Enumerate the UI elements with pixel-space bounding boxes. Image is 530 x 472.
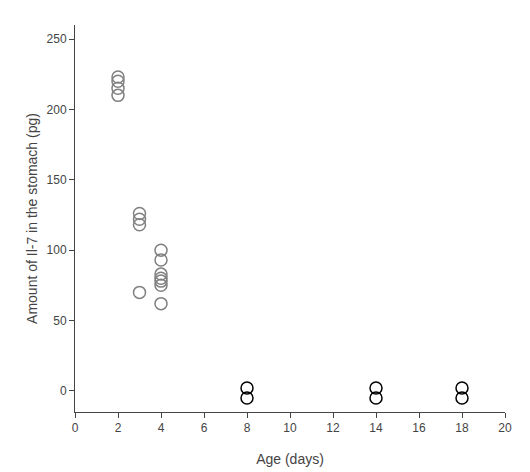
svg-text:0: 0 bbox=[60, 384, 67, 398]
svg-text:100: 100 bbox=[47, 243, 67, 257]
svg-text:Age (days): Age (days) bbox=[256, 451, 324, 467]
svg-text:12: 12 bbox=[326, 421, 340, 435]
svg-text:200: 200 bbox=[47, 103, 67, 117]
svg-text:0: 0 bbox=[72, 421, 79, 435]
svg-text:150: 150 bbox=[47, 173, 67, 187]
svg-text:2: 2 bbox=[115, 421, 122, 435]
svg-text:250: 250 bbox=[47, 32, 67, 46]
svg-text:18: 18 bbox=[455, 421, 469, 435]
svg-text:16: 16 bbox=[412, 421, 426, 435]
svg-text:14: 14 bbox=[369, 421, 383, 435]
svg-text:20: 20 bbox=[498, 421, 512, 435]
svg-text:4: 4 bbox=[158, 421, 165, 435]
svg-text:Amount of Il-7 in the stomach: Amount of Il-7 in the stomach (pg) bbox=[24, 113, 40, 324]
svg-text:50: 50 bbox=[53, 314, 67, 328]
svg-text:8: 8 bbox=[244, 421, 251, 435]
svg-text:10: 10 bbox=[283, 421, 297, 435]
svg-text:6: 6 bbox=[201, 421, 208, 435]
